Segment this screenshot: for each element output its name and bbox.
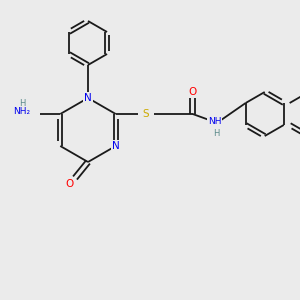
Text: NH: NH: [208, 118, 221, 127]
Text: NH₂: NH₂: [13, 107, 30, 116]
Text: N: N: [84, 93, 92, 103]
Text: S: S: [142, 109, 149, 119]
Text: N: N: [112, 141, 120, 151]
Text: H: H: [19, 100, 26, 109]
Text: O: O: [66, 179, 74, 189]
Text: H: H: [214, 128, 220, 137]
Text: O: O: [189, 87, 197, 97]
